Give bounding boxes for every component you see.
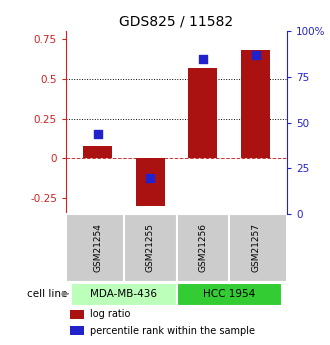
Bar — [188, 68, 217, 158]
Point — [95, 131, 100, 136]
Text: HCC 1954: HCC 1954 — [203, 289, 255, 299]
Text: GSM21256: GSM21256 — [198, 224, 207, 273]
Text: percentile rank within the sample: percentile rank within the sample — [90, 326, 255, 336]
Text: GSM21255: GSM21255 — [146, 224, 155, 273]
Text: GSM21254: GSM21254 — [93, 224, 102, 273]
Bar — [136, 158, 165, 206]
Text: log ratio: log ratio — [90, 309, 131, 319]
Text: MDA-MB-436: MDA-MB-436 — [90, 289, 157, 299]
Bar — [70, 326, 84, 335]
Bar — [241, 50, 270, 158]
Point — [148, 175, 153, 180]
Bar — [177, 283, 282, 306]
Bar — [70, 310, 84, 319]
Text: GSM21257: GSM21257 — [251, 224, 260, 273]
Point — [200, 56, 206, 61]
Text: cell line: cell line — [27, 289, 68, 299]
Point — [253, 52, 258, 58]
Bar — [71, 283, 177, 306]
Bar — [83, 146, 112, 158]
Title: GDS825 / 11582: GDS825 / 11582 — [119, 14, 234, 29]
